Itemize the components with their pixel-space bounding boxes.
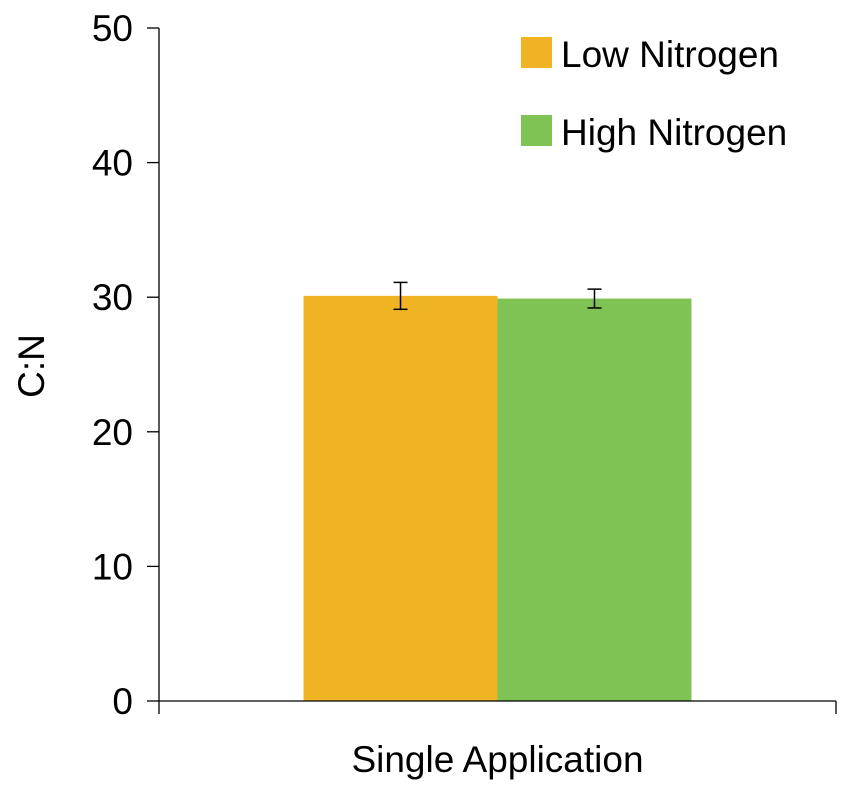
legend-label: Low Nitrogen	[561, 34, 779, 75]
bar-high-nitrogen	[497, 298, 692, 701]
bars-layer	[303, 295, 692, 701]
y-tick-label: 30	[92, 277, 133, 318]
y-ticks-layer: 0 10 20 30 40 50	[92, 8, 159, 722]
y-tick-label: 0	[112, 681, 133, 722]
bar-low-nitrogen	[303, 295, 498, 701]
legend-swatch	[521, 115, 552, 146]
legend-label: High Nitrogen	[561, 112, 787, 153]
error-bars-layer	[393, 281, 602, 311]
axes-layer	[158, 28, 837, 714]
legend-swatch	[521, 37, 552, 68]
y-tick-label: 50	[92, 8, 133, 49]
y-tick-label: 10	[92, 546, 133, 587]
legend: Low Nitrogen High Nitrogen	[521, 34, 787, 153]
x-category-label: Single Application	[351, 739, 643, 780]
y-tick-label: 20	[92, 412, 133, 453]
y-axis-label: C:N	[11, 334, 52, 398]
y-tick-label: 40	[92, 143, 133, 184]
x-ticks-layer: Single Application	[351, 739, 643, 780]
